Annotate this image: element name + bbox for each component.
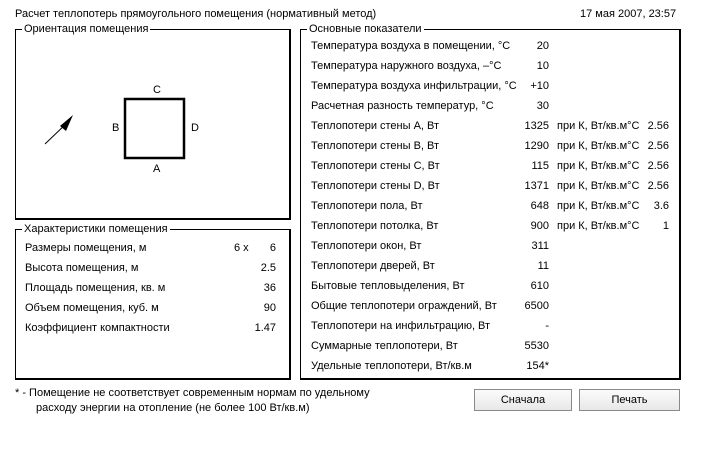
indicator-value: 5530	[524, 340, 549, 352]
indicator-label: Расчетная разность температур, °C	[311, 100, 494, 112]
indicator-k-value: 2.56	[647, 120, 669, 132]
indicator-k-value	[647, 99, 669, 113]
indicator-value: 20	[536, 40, 549, 52]
indicator-k-value: 2.56	[647, 180, 669, 192]
indicator-value: 1325	[524, 120, 549, 132]
indicator-k-label: при К, Вт/кв.м°C	[557, 200, 640, 212]
indicator-label: Теплопотери на инфильтрацию, Вт	[311, 320, 491, 332]
indicator-k-value	[647, 299, 669, 313]
main-indicators-title: Основные показатели	[307, 22, 424, 36]
indicator-value: 1290	[524, 140, 549, 152]
restart-button[interactable]: Сначала	[474, 389, 572, 411]
room-row-label: Размеры помещения, м	[25, 242, 147, 254]
indicator-value: 30	[536, 100, 549, 112]
indicator-value: 610	[530, 280, 549, 292]
indicator-k-label: при К, Вт/кв.м°C	[557, 220, 640, 232]
indicator-k-value	[647, 39, 669, 53]
room-row-label: Коэффициент компактности	[25, 322, 170, 334]
indicator-value: +10	[530, 80, 549, 92]
indicator-k-value: 3.6	[653, 200, 669, 212]
wall-label-b: B	[112, 122, 120, 134]
indicator-k-value	[647, 59, 669, 73]
indicator-label: Бытовые тепловыделения, Вт	[311, 280, 465, 292]
indicator-label: Температура воздуха в помещении, °C	[311, 40, 511, 52]
room-row-label: Площадь помещения, кв. м	[25, 282, 166, 294]
indicator-k-value	[647, 279, 669, 293]
indicator-value: 10	[536, 60, 549, 72]
indicator-label: Теплопотери стены D, Вт	[311, 180, 440, 192]
indicator-k-label: при К, Вт/кв.м°C	[557, 120, 640, 132]
indicator-label: Теплопотери стены A, Вт	[311, 120, 440, 132]
indicator-value: 1371	[524, 180, 549, 192]
indicator-value: 11	[537, 260, 549, 272]
wall-label-c: C	[153, 84, 161, 96]
indicator-value: 154*	[526, 360, 549, 372]
main-indicators-group: Основные показатели Температура воздуха …	[300, 22, 681, 380]
datetime: 17 мая 2007, 23:57	[580, 8, 677, 20]
indicator-label: Теплопотери потолка, Вт	[311, 220, 439, 232]
indicator-k-value	[647, 339, 669, 353]
wall-label-d: D	[191, 122, 199, 134]
indicator-k-value: 2.56	[647, 160, 669, 172]
north-arrow-icon	[44, 115, 73, 145]
room-characteristics-group: Характеристики помещения Размеры помещен…	[15, 222, 291, 380]
indicator-label: Теплопотери стены B, Вт	[311, 140, 440, 152]
indicator-label: Теплопотери стены C, Вт	[311, 160, 440, 172]
indicator-value: 900	[530, 220, 549, 232]
indicator-k-value	[647, 239, 669, 253]
wall-label-a: A	[153, 163, 161, 175]
room-row-value: 90	[263, 302, 276, 314]
indicator-value: 6500	[524, 300, 549, 312]
indicator-k-value	[647, 79, 669, 93]
indicator-k-value: 2.56	[647, 140, 669, 152]
indicator-value: 115	[531, 160, 549, 172]
room-characteristics-title: Характеристики помещения	[22, 222, 170, 236]
room-outline	[123, 97, 186, 160]
indicator-label: Общие теплопотери ограждений, Вт	[311, 300, 497, 312]
room-row-prefix: 6 x	[234, 242, 249, 254]
footnote-line-2: расходу энергии на отопление (не более 1…	[36, 402, 310, 414]
indicator-value: 648	[530, 200, 549, 212]
indicator-k-value	[647, 359, 669, 373]
indicator-k-label: при К, Вт/кв.м°C	[557, 180, 640, 192]
indicator-k-value: 1	[662, 220, 669, 232]
indicator-label: Теплопотери окон, Вт	[311, 240, 422, 252]
orientation-diagram	[44, 97, 186, 160]
room-row-value: 36	[263, 282, 276, 294]
print-button[interactable]: Печать	[579, 389, 680, 411]
indicator-label: Температура наружного воздуха, –°C	[311, 60, 502, 72]
indicator-value: 311	[531, 240, 549, 252]
indicator-k-value	[647, 319, 669, 333]
room-row-value: 6	[269, 242, 276, 254]
indicator-label: Температура воздуха инфильтрации, °C	[311, 80, 517, 92]
room-row-value: 1.47	[254, 322, 276, 334]
indicator-k-value	[647, 259, 669, 273]
room-row-label: Объем помещения, куб. м	[25, 302, 159, 314]
indicator-label: Суммарные теплопотери, Вт	[311, 340, 458, 352]
indicator-value: -	[545, 320, 549, 332]
room-row-value: 2.5	[260, 262, 276, 274]
indicator-label: Удельные теплопотери, Вт/кв.м	[311, 360, 472, 372]
page-title: Расчет теплопотерь прямоугольного помеще…	[15, 8, 377, 20]
orientation-title: Ориентация помещения	[22, 22, 151, 36]
footnote-line-1: * - Помещение не соответствует современн…	[15, 387, 370, 399]
indicator-label: Теплопотери дверей, Вт	[311, 260, 435, 272]
indicator-k-label: при К, Вт/кв.м°C	[557, 160, 640, 172]
room-row-label: Высота помещения, м	[25, 262, 139, 274]
indicator-k-label: при К, Вт/кв.м°C	[557, 140, 640, 152]
orientation-group: Ориентация помещения C B D A	[15, 22, 291, 220]
indicator-label: Теплопотери пола, Вт	[311, 200, 423, 212]
